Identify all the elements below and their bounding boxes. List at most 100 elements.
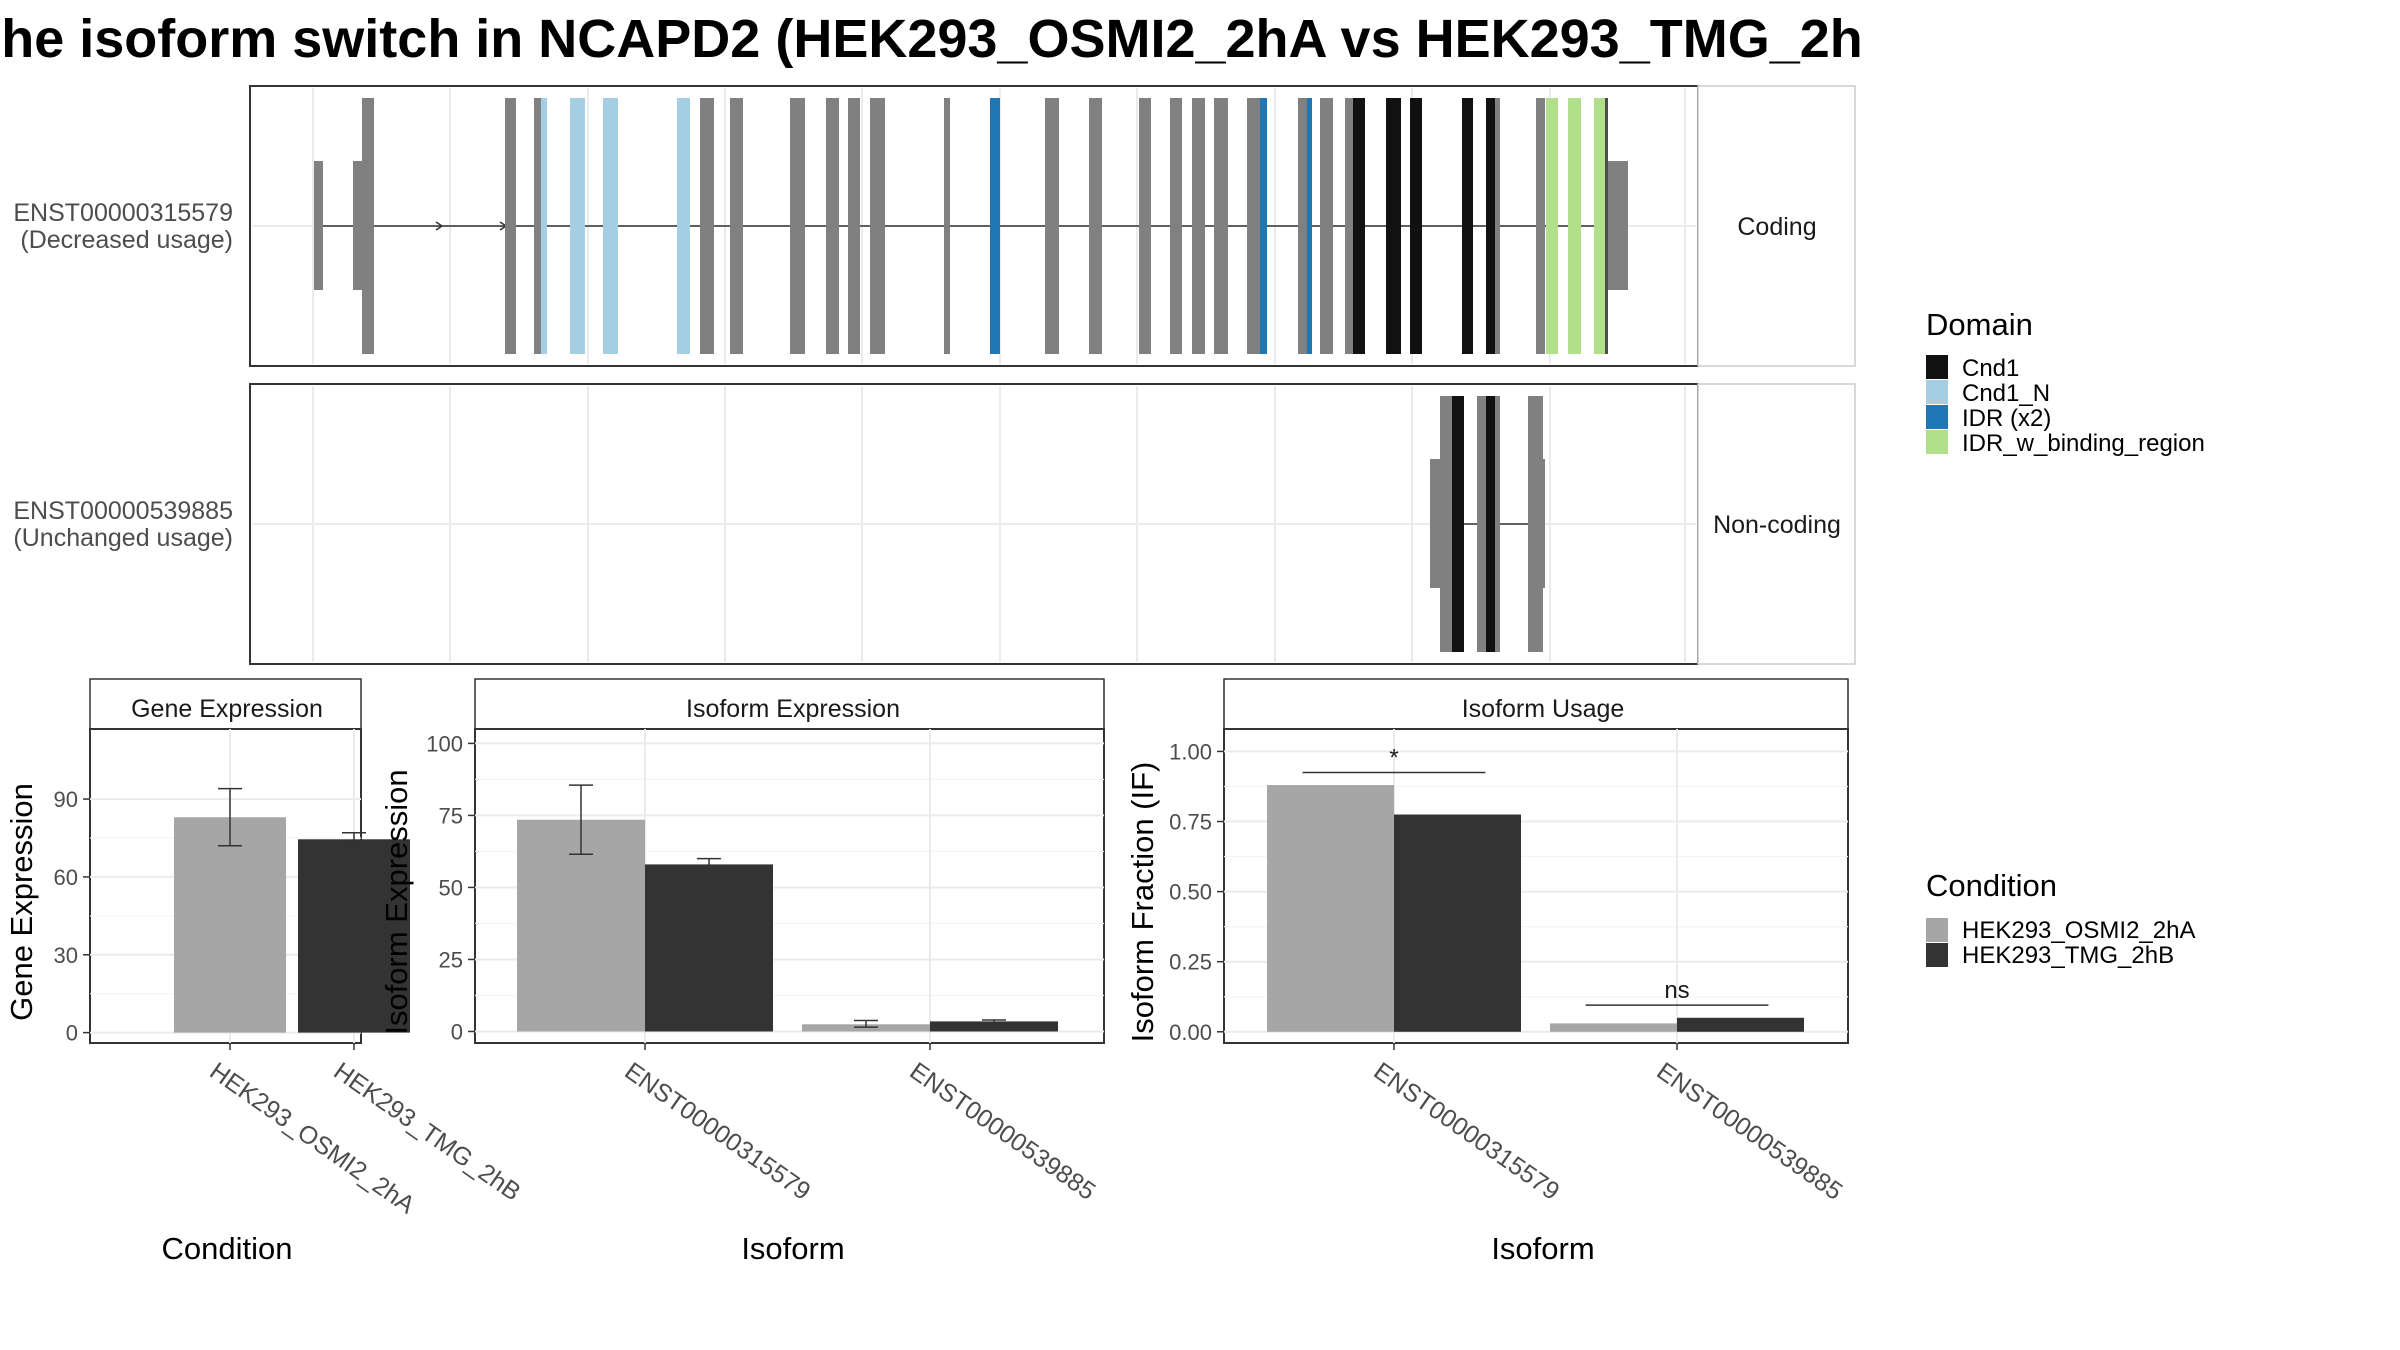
y-tick-label: 0.50 xyxy=(1169,880,1212,905)
cds-exon xyxy=(1320,98,1333,354)
cds-exon xyxy=(1247,98,1260,354)
y-tick-label: 1.00 xyxy=(1169,739,1212,764)
x-tick-label: ENST00000539885 xyxy=(905,1057,1101,1206)
facet-label-noncoding: Non-coding xyxy=(1713,511,1841,539)
cds-exon xyxy=(790,98,805,354)
y-tick-label: 60 xyxy=(54,865,78,890)
cds-exon xyxy=(1410,98,1422,354)
y-tick-label: 90 xyxy=(54,787,78,812)
bar xyxy=(174,817,286,1033)
isoform-usage-ylabel: Isoform Fraction (IF) xyxy=(1125,762,1160,1043)
facet-label-coding: Coding xyxy=(1737,213,1816,241)
legend-key-tmg xyxy=(1926,943,1948,967)
significance-label: ns xyxy=(1664,977,1689,1004)
cds-exon xyxy=(1605,98,1608,354)
cds-exon xyxy=(362,98,374,354)
y-tick-label: 25 xyxy=(439,947,463,972)
transcript-1-id: ENST00000315579 xyxy=(13,199,233,227)
coding-facet-strip xyxy=(1697,85,1856,367)
legend-label-osmi2: HEK293_OSMI2_2hA xyxy=(1962,917,2195,944)
legend-label-cnd1: Cnd1 xyxy=(1962,355,2019,382)
legend-label-cnd1-n: Cnd1_N xyxy=(1962,380,2050,407)
transcript-structure: ENST00000315579 (Decreased usage) ENST00… xyxy=(13,85,1856,665)
y-tick-label: 50 xyxy=(439,875,463,900)
isoform-expression-ylabel: Isoform Expression xyxy=(379,769,414,1034)
y-tick-label: 75 xyxy=(439,803,463,828)
legend-key-idr xyxy=(1926,405,1948,429)
noncoding-exon xyxy=(1495,396,1500,652)
legend-key-idr-binding xyxy=(1926,430,1948,454)
y-tick-label: 100 xyxy=(426,731,463,756)
domain-legend-title: Domain xyxy=(1926,307,2033,342)
gene-expression-title: Gene Expression xyxy=(131,695,323,723)
domain-legend: Domain Cnd1 Cnd1_N IDR (x2) IDR_w_bindin… xyxy=(1926,307,2205,457)
noncoding-facet-strip xyxy=(1697,383,1856,665)
transcript-2-usage: (Unchanged usage) xyxy=(13,524,233,552)
cds-exon xyxy=(1568,98,1581,354)
x-tick-label: HEK293_OSMI2_2hA xyxy=(205,1057,421,1220)
isoform-expression-xlabel: Isoform xyxy=(741,1231,844,1266)
bar xyxy=(1267,785,1394,1032)
x-tick-label: ENST00000315579 xyxy=(1369,1057,1565,1206)
y-tick-label: 0 xyxy=(451,1019,463,1044)
cds-exon xyxy=(1486,98,1495,354)
x-tick-label: ENST00000539885 xyxy=(1652,1057,1848,1206)
bar xyxy=(1394,814,1521,1032)
noncoding-exon xyxy=(1440,396,1452,652)
isoform-expression-chart: Isoform Expression Isoform Isoform Expre… xyxy=(379,678,1105,1266)
cds-exon xyxy=(700,98,714,354)
cds-exon xyxy=(1045,98,1059,354)
y-tick-label: 0 xyxy=(66,1021,78,1046)
figure-title: he isoform switch in NCAPD2 (HEK293_OSMI… xyxy=(1,9,1863,69)
gene-expression-chart: Gene Expression Condition Gene Expressio… xyxy=(4,678,526,1266)
isoform-usage-title: Isoform Usage xyxy=(1462,695,1625,723)
utr-exon xyxy=(353,161,362,290)
cds-exon xyxy=(990,98,1000,354)
cds-exon xyxy=(1192,98,1205,354)
y-tick-label: 0.25 xyxy=(1169,950,1212,975)
cds-exon xyxy=(603,98,618,354)
isoform-usage-chart: Isoform Usage Isoform Isoform Fraction (… xyxy=(1125,678,1849,1266)
cds-exon xyxy=(730,98,743,354)
utr-exon xyxy=(314,161,323,290)
cds-exon xyxy=(1139,98,1151,354)
legend-label-idr: IDR (x2) xyxy=(1962,405,2051,432)
cds-exon xyxy=(541,98,547,354)
significance-label: * xyxy=(1389,744,1398,771)
cds-exon xyxy=(1594,98,1606,354)
cds-exon xyxy=(1170,98,1182,354)
y-tick-label: 0.75 xyxy=(1169,810,1212,835)
cds-exon xyxy=(677,98,690,354)
cds-exon xyxy=(1495,98,1500,354)
x-tick-label: ENST00000315579 xyxy=(620,1057,816,1206)
legend-key-cnd1 xyxy=(1926,355,1948,379)
cds-exon xyxy=(944,98,950,354)
noncoding-exon xyxy=(1486,396,1495,652)
transcript-1-usage: (Decreased usage) xyxy=(20,226,233,254)
cds-exon xyxy=(1298,98,1307,354)
cds-exon xyxy=(505,98,516,354)
bar xyxy=(645,864,773,1032)
cds-exon xyxy=(1307,98,1312,354)
cds-exon xyxy=(570,98,585,354)
cds-exon xyxy=(1260,98,1267,354)
cds-exon xyxy=(870,98,885,354)
y-tick-label: 30 xyxy=(54,943,78,968)
legend-label-tmg: HEK293_TMG_2hB xyxy=(1962,942,2174,969)
cds-exon xyxy=(826,98,839,354)
bar xyxy=(298,839,410,1033)
facet-strip xyxy=(474,678,1105,730)
condition-legend: Condition HEK293_OSMI2_2hA HEK293_TMG_2h… xyxy=(1926,868,2195,969)
cds-exon xyxy=(1214,98,1228,354)
cds-exon xyxy=(1345,98,1353,354)
y-tick-label: 0.00 xyxy=(1169,1020,1212,1045)
cds-exon xyxy=(1536,98,1545,354)
gene-expression-xlabel: Condition xyxy=(162,1231,293,1266)
strand-arrow xyxy=(435,221,444,231)
legend-key-osmi2 xyxy=(1926,918,1948,942)
noncoding-exon xyxy=(1477,396,1486,652)
noncoding-exon xyxy=(1528,396,1543,652)
cds-exon xyxy=(1462,98,1473,354)
isoform-usage-xlabel: Isoform xyxy=(1491,1231,1594,1266)
